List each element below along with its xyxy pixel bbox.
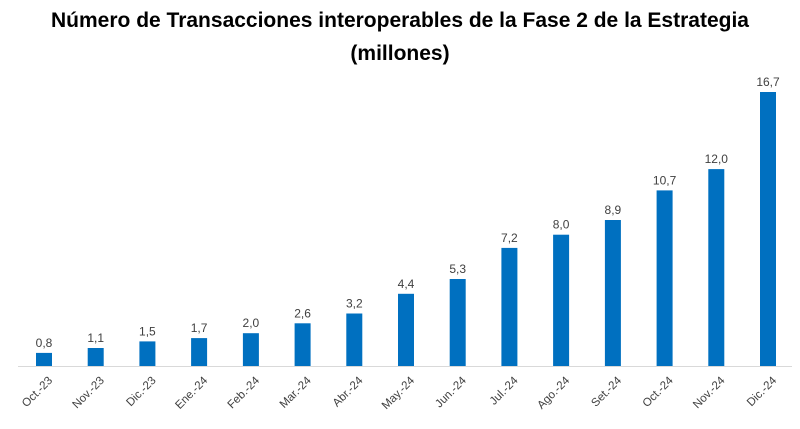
data-label-0: 0,8 xyxy=(36,336,53,350)
data-label-3: 1,7 xyxy=(191,321,208,335)
x-tick-label-14: Dic.-24 xyxy=(745,374,780,409)
data-label-13: 12,0 xyxy=(705,152,729,166)
data-label-5: 2,6 xyxy=(294,306,311,320)
data-label-2: 1,5 xyxy=(139,324,156,338)
data-label-8: 5,3 xyxy=(449,262,466,276)
bar-3 xyxy=(191,338,208,366)
x-tick-label-8: Jun.-24 xyxy=(433,374,469,410)
chart-subtitle: (millones) xyxy=(350,42,450,65)
x-tick-labels-group: Oct.-23 Nov.-23 Dic.-23 Ene.-24 Feb.-24 Mar.-… xyxy=(20,374,780,412)
data-label-4: 2,0 xyxy=(243,316,260,330)
x-tick-label-2: Dic.-23 xyxy=(124,375,158,409)
x-tick-label-9: Jul.-24 xyxy=(488,374,521,407)
bar-0 xyxy=(36,352,52,366)
x-tick-label-5: Mar.-24 xyxy=(278,374,314,410)
bars-group xyxy=(36,92,776,366)
data-label-12: 10,7 xyxy=(653,173,677,187)
x-tick-label-6: Abr.-24 xyxy=(331,374,366,409)
bar-9 xyxy=(501,247,518,366)
data-label-1: 1,1 xyxy=(87,331,104,345)
bar-12 xyxy=(656,190,673,366)
bar-11 xyxy=(604,220,621,366)
data-labels-group: 0,8 1,1 1,5 1,7 2,0 2,6 3,2 4,4 5,3 7,2 8,0 8,9 10,7… xyxy=(36,75,780,350)
bar-8 xyxy=(449,279,466,366)
x-tick-label-10: Ago.-24 xyxy=(535,374,572,411)
chart-title-block: Número de Transacciones interoperables d… xyxy=(0,4,800,70)
x-tick-label-4: Feb.-24 xyxy=(226,374,263,411)
bar-2 xyxy=(139,341,156,366)
bar-10 xyxy=(553,234,570,366)
data-label-9: 7,2 xyxy=(501,231,518,245)
x-tick-label-1: Nov.-23 xyxy=(71,375,107,411)
data-label-11: 8,9 xyxy=(605,203,622,217)
bar-1 xyxy=(87,348,104,366)
data-label-14: 16,7 xyxy=(756,75,780,89)
data-label-7: 4,4 xyxy=(398,277,415,291)
chart-title: Número de Transacciones interoperables d… xyxy=(51,9,749,32)
x-tick-label-13: Nov.-24 xyxy=(691,374,728,411)
data-label-6: 3,2 xyxy=(346,297,363,311)
data-label-10: 8,0 xyxy=(553,218,570,232)
bar-7 xyxy=(398,293,414,366)
x-tick-label-7: May.-24 xyxy=(380,374,418,412)
bar-4 xyxy=(242,333,259,366)
x-tick-label-0: Oct.-23 xyxy=(20,375,55,410)
bar-5 xyxy=(294,323,311,366)
bar-14 xyxy=(760,92,776,366)
x-tick-label-11: Set.-24 xyxy=(589,374,624,409)
bar-6 xyxy=(346,313,363,366)
bar-13 xyxy=(708,169,725,366)
x-tick-label-12: Oct.-24 xyxy=(641,374,677,410)
x-tick-label-3: Ene.-24 xyxy=(173,374,210,411)
